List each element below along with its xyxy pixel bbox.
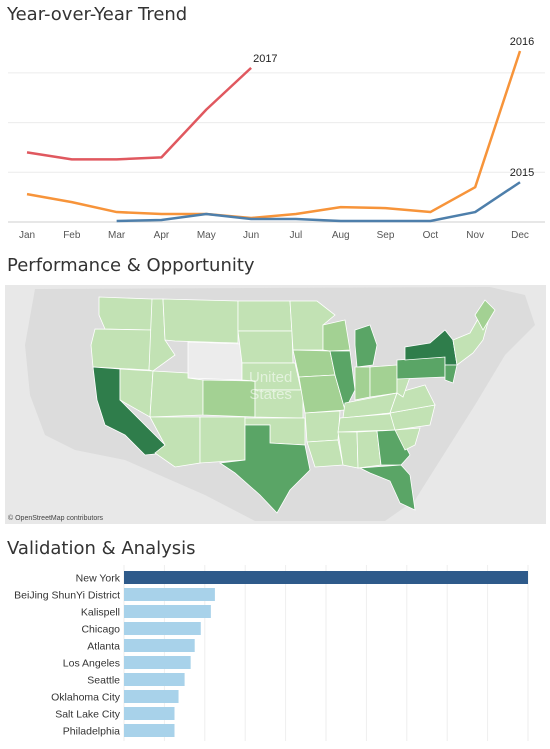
state-new-mexico[interactable]: [199, 416, 246, 464]
bar-title: Validation & Analysis: [7, 538, 196, 559]
series-line-2015[interactable]: [116, 181, 521, 223]
map-country-label-line2: States: [249, 386, 292, 403]
city-bar-chart[interactable]: New York BeiJing ShunYi District Kalispell…: [0, 565, 550, 749]
bar-category-label: BeiJing ShunYi District: [14, 590, 120, 602]
state-illinois[interactable]: [329, 350, 356, 412]
x-tick-label: Apr: [154, 230, 170, 241]
state-arkansas[interactable]: [304, 410, 341, 443]
series-label-2015: 2015: [510, 167, 534, 179]
x-tick-label: Oct: [423, 230, 439, 241]
x-tick-label: Dec: [511, 230, 529, 241]
state-colorado[interactable]: [202, 379, 256, 418]
x-tick-label: Aug: [332, 230, 350, 241]
state-wisconsin[interactable]: [322, 319, 351, 352]
filled-map[interactable]: United States © OpenStreetMap contributo…: [5, 285, 546, 524]
bar[interactable]: [124, 656, 191, 669]
state-south-carolina[interactable]: [394, 427, 421, 451]
bar-category-label: Philadelphia: [63, 726, 120, 738]
x-tick-label: Jul: [290, 230, 303, 241]
state-texas[interactable]: [218, 424, 311, 514]
state-ohio[interactable]: [369, 364, 398, 398]
bar[interactable]: [124, 690, 179, 703]
state-south-dakota[interactable]: [237, 330, 294, 364]
state-iowa[interactable]: [292, 349, 336, 378]
bar-category-label: Kalispell: [81, 607, 120, 619]
map-country-label-line1: United: [249, 369, 293, 386]
bar[interactable]: [124, 622, 201, 635]
x-tick-label: Jun: [243, 230, 259, 241]
bar[interactable]: [124, 605, 211, 618]
bar-category-label: Chicago: [81, 624, 120, 636]
bar[interactable]: [124, 571, 528, 584]
x-tick-label: May: [197, 230, 216, 241]
year-over-year-line-chart[interactable]: Jan Feb Mar Apr May Jun Jul Aug Sep Oct Nov Dec 2017…: [0, 0, 550, 250]
trend-title: Year-over-Year Trend: [7, 4, 188, 25]
series-line-2016[interactable]: [26, 50, 522, 220]
bar-category-label: Los Angeles: [63, 658, 120, 670]
state-montana[interactable]: [162, 298, 239, 344]
state-indiana[interactable]: [354, 366, 371, 401]
bar-category-label: Oklahoma City: [51, 692, 121, 704]
series-label-2016: 2016: [510, 36, 534, 48]
bar[interactable]: [124, 673, 185, 686]
series-label-2017: 2017: [253, 53, 277, 65]
state-florida[interactable]: [358, 464, 416, 511]
state-michigan[interactable]: [354, 324, 378, 368]
us-states-map[interactable]: [5, 285, 546, 524]
state-new-jersey[interactable]: [444, 364, 458, 384]
state-north-dakota[interactable]: [237, 300, 293, 332]
map-title: Performance & Opportunity: [7, 255, 255, 276]
state-oregon[interactable]: [90, 328, 153, 371]
x-tick-label: Feb: [63, 230, 81, 241]
state-washington[interactable]: [98, 296, 153, 331]
x-tick-label: Jan: [19, 230, 35, 241]
map-country-label: United States: [249, 369, 292, 403]
series-line-2017[interactable]: [26, 66, 252, 161]
bar-category-label: New York: [76, 573, 121, 585]
map-attribution: © OpenStreetMap contributors: [8, 515, 104, 522]
state-maine[interactable]: [474, 299, 496, 331]
bar[interactable]: [124, 639, 195, 652]
bar-category-label: Seattle: [87, 675, 120, 687]
state-georgia[interactable]: [376, 429, 411, 466]
bar-category-label: Atlanta: [87, 641, 120, 653]
x-tick-label: Mar: [108, 230, 126, 241]
x-tick-label: Nov: [466, 230, 484, 241]
bar[interactable]: [124, 588, 215, 601]
state-pennsylvania[interactable]: [396, 356, 446, 380]
bar-category-label: Salt Lake City: [55, 709, 121, 721]
state-wyoming[interactable]: [187, 341, 243, 381]
x-tick-label: Sep: [377, 230, 395, 241]
bar[interactable]: [124, 707, 175, 720]
bar[interactable]: [124, 724, 175, 737]
